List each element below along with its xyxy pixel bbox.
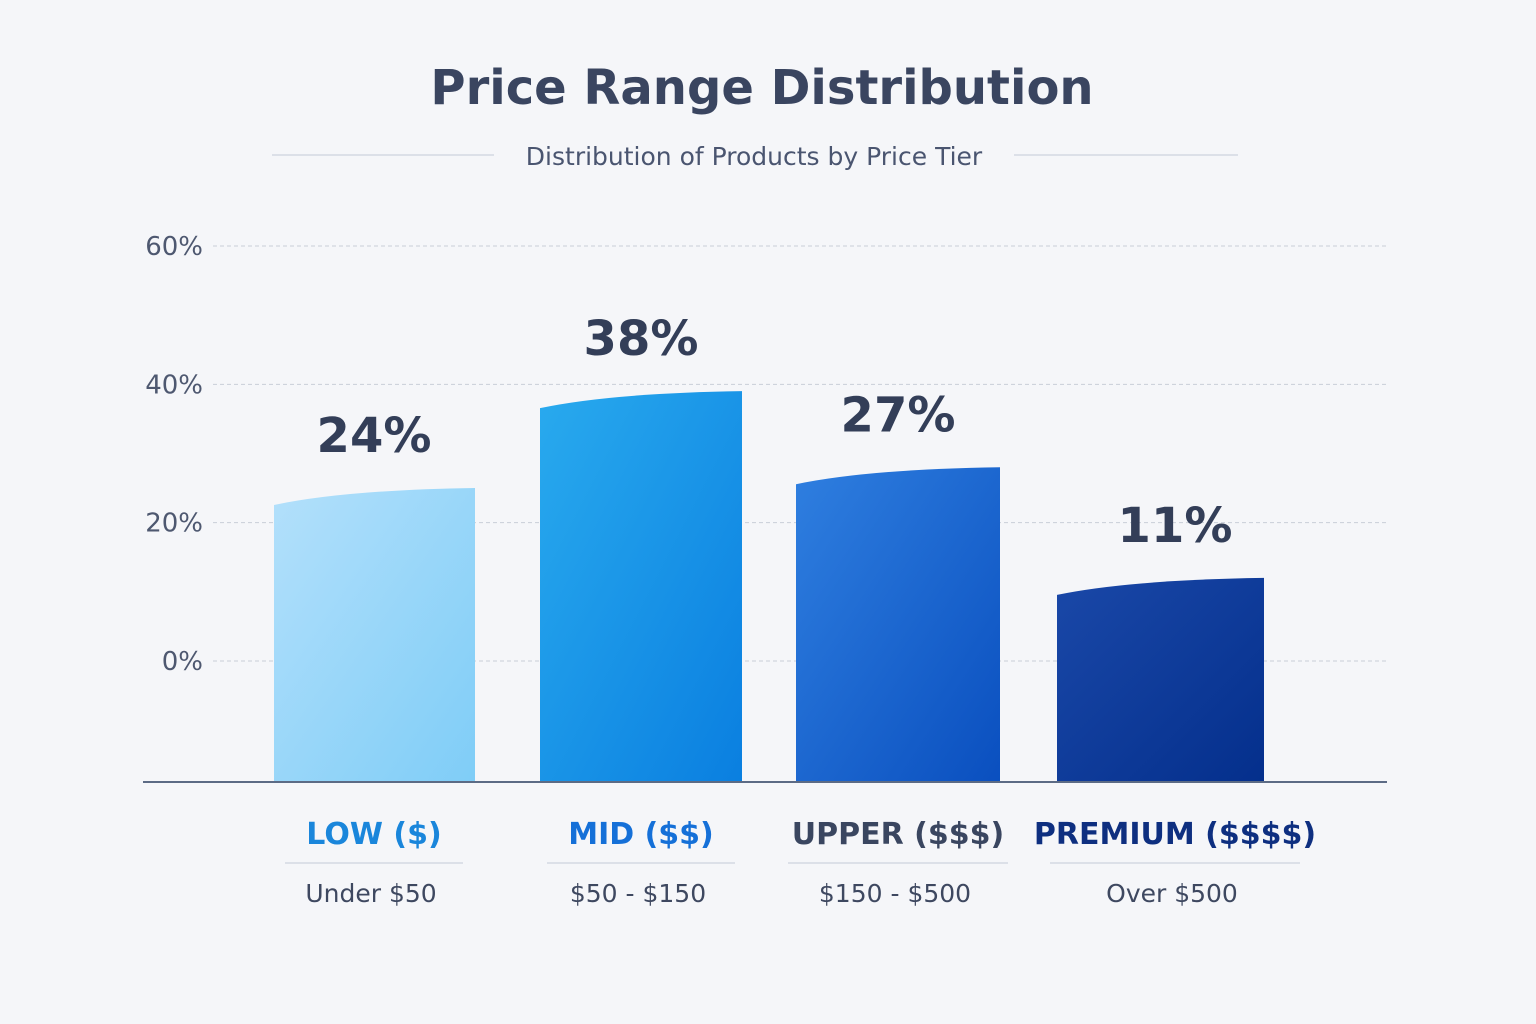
y-tick-label: 40% bbox=[145, 370, 203, 400]
category-label: UPPER ($$$) bbox=[792, 817, 1004, 852]
bar-low bbox=[274, 488, 475, 782]
chart-subtitle: Distribution of Products by Price Tier bbox=[526, 142, 983, 171]
bars bbox=[274, 391, 1264, 782]
y-tick-label: 20% bbox=[145, 509, 203, 539]
category-range-label: Over $500 bbox=[1106, 879, 1238, 908]
bar-premium bbox=[1057, 577, 1264, 782]
category-label: PREMIUM ($$$$) bbox=[1034, 817, 1316, 852]
bar-value-label: 24% bbox=[317, 408, 432, 464]
bar-value-label: 11% bbox=[1118, 498, 1233, 554]
category-range-label: $150 - $500 bbox=[819, 879, 971, 908]
chart-title: Price Range Distribution bbox=[430, 60, 1093, 116]
bar-value-label: 27% bbox=[841, 387, 956, 443]
bar-upper bbox=[796, 467, 1000, 782]
y-tick-label: 0% bbox=[162, 647, 203, 677]
category-range-label: Under $50 bbox=[305, 879, 436, 908]
category-range-label: $50 - $150 bbox=[570, 879, 706, 908]
bar-value-label: 38% bbox=[584, 311, 699, 367]
labels: 0% 20% 40% 60% 24% LOW ($) Under $50 38% MID ($$… bbox=[145, 232, 1316, 908]
category-label: MID ($$) bbox=[568, 817, 714, 852]
category-label: LOW ($) bbox=[306, 817, 441, 852]
y-tick-label: 60% bbox=[145, 232, 203, 262]
bar-mid bbox=[540, 391, 742, 782]
